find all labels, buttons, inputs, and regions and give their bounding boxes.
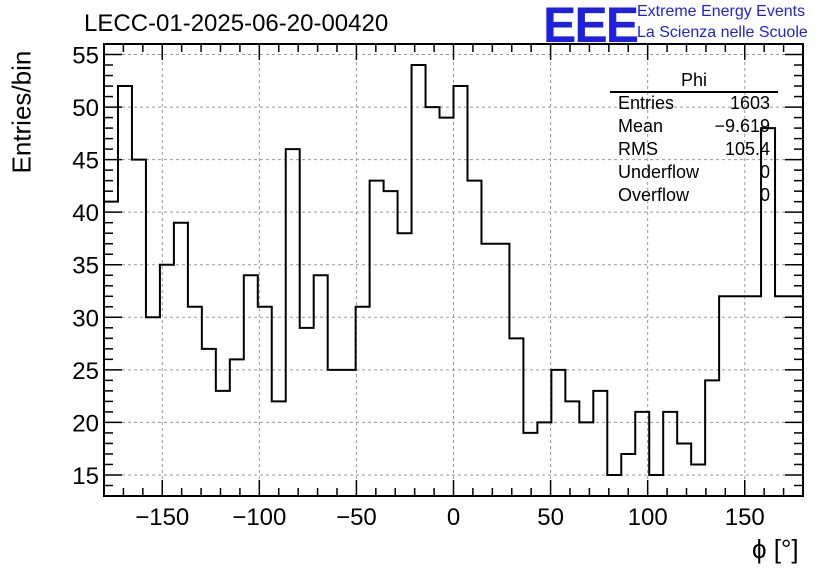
x-tick-label: 50 [537, 504, 564, 531]
histogram-bin [719, 296, 733, 496]
y-tick-label: 50 [72, 95, 99, 122]
histogram-bin [551, 370, 565, 496]
histogram-bin [398, 233, 412, 496]
stats-key: Entries [618, 93, 675, 113]
histogram-bin [230, 359, 244, 496]
y-tick-label: 35 [72, 253, 99, 280]
grid [104, 44, 803, 496]
histogram-bin [775, 296, 789, 496]
chart-title: LECC-01-2025-06-20-00420 [84, 10, 389, 37]
histogram-bin [579, 422, 593, 496]
stats-value: 0 [759, 185, 770, 205]
x-tick-label: 0 [447, 504, 460, 531]
x-axis-label: ϕ [°] [752, 534, 799, 564]
stats-value: 1603 [729, 93, 770, 113]
histogram-bin [440, 118, 454, 496]
x-tick-label: −150 [135, 504, 189, 531]
histogram-bin [258, 307, 272, 496]
stats-key: Underflow [618, 162, 700, 182]
histogram-bin [412, 65, 426, 496]
stats-value: −9.619 [714, 116, 770, 136]
stats-row-overflow: Overflow 0 [618, 185, 770, 207]
x-tick-label: −100 [232, 504, 286, 531]
histogram-bin [174, 223, 188, 496]
y-tick-label: 40 [72, 200, 99, 227]
histogram-bin [216, 391, 230, 496]
stats-row-rms: RMS 105.4 [618, 139, 770, 161]
stats-value: 0 [759, 162, 770, 182]
stats-key: RMS [618, 139, 658, 159]
histogram-series [104, 64, 803, 476]
histogram-bin [677, 443, 691, 496]
axis-ticks [103, 43, 804, 497]
eee-logo-line1: Extreme Energy Events [637, 3, 806, 20]
x-tick-label: 100 [628, 504, 668, 531]
x-tick-label: −50 [336, 504, 377, 531]
y-tick-label: 30 [72, 305, 99, 332]
histogram-bin [314, 275, 328, 496]
histogram-bin [286, 149, 300, 496]
histogram-bin [356, 307, 370, 496]
y-tick-label: 20 [72, 410, 99, 437]
stats-row-underflow: Underflow 0 [618, 162, 770, 184]
histogram-bin [649, 475, 663, 496]
stats-divider [610, 91, 778, 93]
histogram-bin [146, 317, 160, 496]
y-tick-label: 55 [72, 43, 99, 70]
histogram-bin [300, 328, 314, 496]
histogram-bin [789, 296, 803, 496]
y-tick-label: 45 [72, 148, 99, 175]
histogram-bin [426, 107, 440, 496]
histogram-bin [537, 422, 551, 496]
histogram-bin [328, 370, 342, 496]
y-tick-label: 25 [72, 358, 99, 385]
histogram-bin [691, 464, 705, 496]
histogram-bin [705, 380, 719, 496]
histogram-bin [454, 86, 468, 496]
histogram-bin [565, 401, 579, 496]
stats-box: Phi Entries 1603 Mean −9.619 RMS 105.4 U… [608, 70, 780, 206]
histogram-bin [188, 307, 202, 496]
stats-value: 105.4 [724, 139, 770, 159]
histogram-bin [523, 433, 537, 496]
x-tick-label: 150 [725, 504, 765, 531]
tick-labels: −150 −100 −50 0 50 100 150 15 20 25 30 35 40 45 50 55 [72, 43, 764, 531]
histogram-bin [467, 181, 481, 496]
stats-row-mean: Mean −9.619 [618, 116, 770, 138]
stats-title: Phi [680, 70, 707, 90]
histogram-bin [663, 412, 677, 496]
eee-logo-line2: La Scienza nelle Scuole [637, 24, 808, 41]
histogram-bin [370, 181, 384, 496]
histogram-bin [509, 338, 523, 496]
histogram-bin [244, 275, 258, 496]
histogram-bin [342, 370, 356, 496]
histogram-bin [118, 86, 132, 496]
histogram-bin [747, 296, 761, 496]
histogram-bin [272, 401, 286, 496]
stats-key: Overflow [618, 185, 690, 205]
y-tick-label: 15 [72, 463, 99, 490]
stats-row-entries: Entries 1603 [618, 93, 770, 115]
histogram-bin [593, 391, 607, 496]
stats-key: Mean [618, 116, 664, 136]
histogram-bin [384, 191, 398, 496]
histogram-bin [132, 160, 146, 496]
